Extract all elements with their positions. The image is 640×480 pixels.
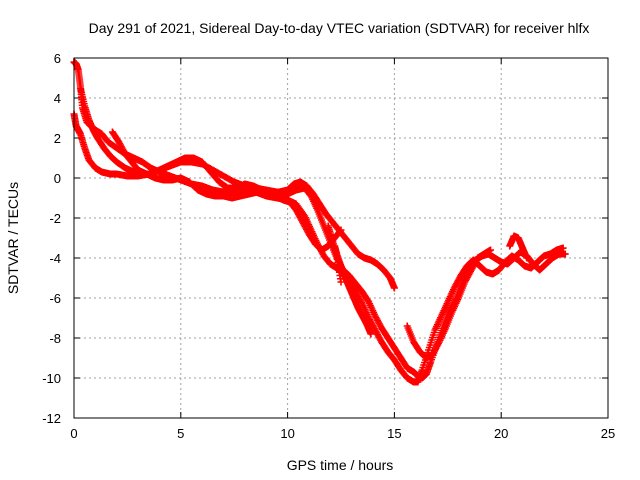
data-point [523, 254, 531, 262]
data-point [559, 244, 567, 252]
y-tick-label: 2 [54, 131, 61, 146]
y-tick-label: -4 [49, 251, 61, 266]
data-point [337, 226, 345, 234]
series-track-3 [76, 84, 398, 292]
data-points [70, 58, 569, 386]
x-tick-label: 5 [177, 426, 184, 441]
axis-ticks: 0 5 10 15 20 25 -12 -10 -8 -6 -4 -2 0 2 4 6 [42, 51, 615, 441]
x-tick-label: 25 [601, 426, 615, 441]
chart-title: Day 291 of 2021, Sidereal Day-to-day VTE… [89, 20, 590, 36]
series-track-6 [403, 246, 495, 362]
y-tick-label: 4 [54, 91, 61, 106]
series-track-8 [506, 232, 531, 262]
y-axis-label: SDTVAR / TECUs [5, 182, 21, 294]
series-track-7 [324, 222, 345, 286]
x-tick-label: 0 [70, 426, 77, 441]
y-tick-label: -8 [49, 331, 61, 346]
data-point [390, 284, 398, 292]
y-tick-label: -2 [49, 211, 61, 226]
data-point [487, 246, 495, 254]
x-tick-label: 10 [280, 426, 294, 441]
data-point [337, 278, 345, 286]
y-tick-label: -12 [42, 411, 61, 426]
y-tick-label: 6 [54, 51, 61, 66]
x-axis-label: GPS time / hours [287, 457, 394, 473]
y-tick-label: 0 [54, 171, 61, 186]
data-point [336, 227, 344, 235]
grid [74, 58, 608, 418]
data-point [561, 250, 569, 258]
y-tick-label: -10 [42, 371, 61, 386]
data-point [367, 330, 375, 338]
x-tick-label: 15 [387, 426, 401, 441]
plot-frame [73, 57, 609, 419]
y-tick-label: -6 [49, 291, 61, 306]
x-tick-label: 20 [494, 426, 508, 441]
series-track-2 [70, 58, 567, 386]
series-track-4 [108, 128, 345, 254]
